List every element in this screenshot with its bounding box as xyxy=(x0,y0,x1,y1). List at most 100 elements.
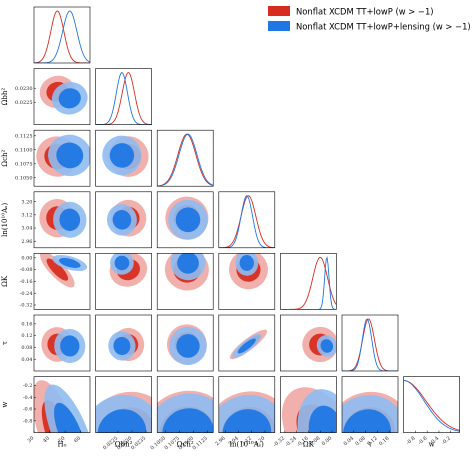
blue-68-contour xyxy=(113,336,131,356)
panel-4-3 xyxy=(218,253,276,310)
panel-4-1 xyxy=(95,253,152,310)
y-tick-label: 3.20 xyxy=(21,199,32,205)
red-marginal-2 xyxy=(157,133,214,187)
panel-5-4 xyxy=(280,314,337,372)
blue-68-contour xyxy=(175,207,201,233)
panel-frame xyxy=(156,253,214,310)
panel-2-0: 0.1050 0.1075 0.1100 0.1125 xyxy=(15,129,91,187)
panel-frame xyxy=(218,253,276,310)
y-tick-label: 0.1100 xyxy=(15,147,33,153)
blue-marginal-5 xyxy=(342,318,398,371)
y-axis-label-4: ΩK xyxy=(1,275,9,287)
blue-68-contour xyxy=(320,339,334,353)
y-tick-label: -0.16 xyxy=(20,279,33,285)
x-tick-label: 3.04 xyxy=(227,436,239,448)
legend: Nonflat XCDM TT+lowP (w > −1) Nonflat XC… xyxy=(268,6,471,32)
panel-frame xyxy=(218,191,276,249)
blue-95-contour xyxy=(218,394,275,433)
blue-68-contour xyxy=(59,208,81,231)
blue-68-contour xyxy=(114,255,130,271)
panel-5-3 xyxy=(218,314,276,372)
y-tick-label: 3.04 xyxy=(21,226,32,232)
x-tick-label: 2.96 xyxy=(214,436,226,448)
blue-marginal-6 xyxy=(403,380,460,432)
blue-68-contour xyxy=(176,334,200,358)
x-tick-label: 30 xyxy=(27,436,36,445)
y-axis-label-3: ln(10¹⁰Aₛ) xyxy=(1,202,9,236)
x-tick-label: -0.32 xyxy=(272,436,286,449)
x-tick-label: -0.6 xyxy=(417,436,428,447)
panel-frame xyxy=(33,314,91,372)
panel-frame xyxy=(156,191,214,249)
blue-68-contour xyxy=(237,338,256,354)
blue-68-contour xyxy=(56,142,84,169)
blue-68-contour xyxy=(343,409,391,433)
x-tick-label: -0.8 xyxy=(405,436,416,447)
panels-layer: 0.0225 0.0230 0.1050 0.1075 0.1100 0.1125 2.96… xyxy=(15,6,460,451)
x-axis-label-1: Ωbh² xyxy=(115,441,133,449)
panel-frame xyxy=(95,68,152,125)
blue-68-contour xyxy=(97,409,147,433)
y-tick-label: 0.1050 xyxy=(15,175,33,181)
panel-5-2 xyxy=(156,314,214,372)
blue-marginal-0 xyxy=(34,10,90,63)
y-tick-label: 0.0230 xyxy=(15,86,33,92)
x-axis-label-6: w xyxy=(429,441,435,449)
axis-labels-layer: H₀ Ωbh² Ωch² ln(10¹⁰Aₛ) ΩK τ w Ωbh² Ωch² ln(10¹⁰A… xyxy=(1,88,435,449)
panel-frame xyxy=(341,314,399,372)
x-tick-label: 0.16 xyxy=(378,436,390,448)
y-axis-label-1: Ωbh² xyxy=(1,88,9,106)
legend-label-red: Nonflat XCDM TT+lowP (w > −1) xyxy=(296,7,434,17)
panel-frame xyxy=(218,314,276,372)
panel-6-5: 0.04 0.08 0.12 0.16 xyxy=(341,376,399,448)
x-axis-label-4: ΩK xyxy=(303,441,315,449)
blue-68-contour xyxy=(308,405,337,433)
y-tick-label: 0.12 xyxy=(21,333,32,339)
red-marginal-1 xyxy=(95,72,152,125)
panel-frame xyxy=(280,314,337,372)
red-marginal-0 xyxy=(34,10,90,63)
y-tick-label: 0.16 xyxy=(21,321,32,327)
blue-marginal-1 xyxy=(95,72,152,125)
legend-swatch-red xyxy=(268,6,290,16)
legend-swatch-blue xyxy=(268,21,290,31)
blue-68-contour xyxy=(239,255,254,271)
panel-4-0: -0.32 -0.24 -0.16 -0.08 0.00 xyxy=(20,253,91,310)
panel-2-1 xyxy=(95,129,152,187)
panel-frame xyxy=(403,376,460,433)
panel-frame xyxy=(95,314,152,372)
x-tick-label: 0.00 xyxy=(321,436,333,448)
panel-frame xyxy=(95,253,152,310)
red-marginal-3 xyxy=(218,195,275,248)
y-tick-label: -0.6 xyxy=(23,407,33,413)
legend-label-blue: Nonflat XCDM TT+lowP+lensing (w > −1) xyxy=(296,22,471,32)
panel-6-4: -0.32-0.24-0.16-0.08 0.00 xyxy=(272,376,337,449)
y-tick-label: 2.96 xyxy=(21,239,32,245)
panel-frame xyxy=(33,376,91,433)
x-tick-label: 0.08 xyxy=(354,436,366,448)
blue-marginal-2 xyxy=(157,133,214,187)
x-tick-label: 40 xyxy=(42,436,51,445)
panel-6-3: 2.96 3.04 3.12 3.20 xyxy=(214,376,276,448)
panel-5-0: 0.04 0.08 0.12 0.16 xyxy=(21,314,91,372)
panel-frame xyxy=(33,6,91,64)
panel-frame xyxy=(33,68,91,125)
x-tick-label: 0.04 xyxy=(343,436,355,448)
panel-3-2 xyxy=(156,191,214,249)
y-axis-label-6: w xyxy=(1,402,9,408)
blue-68-contour xyxy=(177,253,199,274)
y-tick-label: 0.1075 xyxy=(15,161,33,167)
x-axis-label-0: H₀ xyxy=(58,441,67,449)
panel-1-0: 0.0225 0.0230 xyxy=(15,68,91,125)
blue-marginal-4 xyxy=(280,256,337,310)
panel-3-3 xyxy=(218,191,276,249)
x-axis-label-2: Ωch² xyxy=(177,441,194,449)
blue-68-contour xyxy=(112,210,132,230)
panel-6-6: -0.8 -0.6 -0.4 -0.2 xyxy=(403,376,460,447)
red-68-contour xyxy=(46,258,69,281)
x-tick-label: -0.24 xyxy=(284,436,298,449)
panel-frame xyxy=(95,129,152,187)
y-tick-label: -0.4 xyxy=(23,395,33,401)
